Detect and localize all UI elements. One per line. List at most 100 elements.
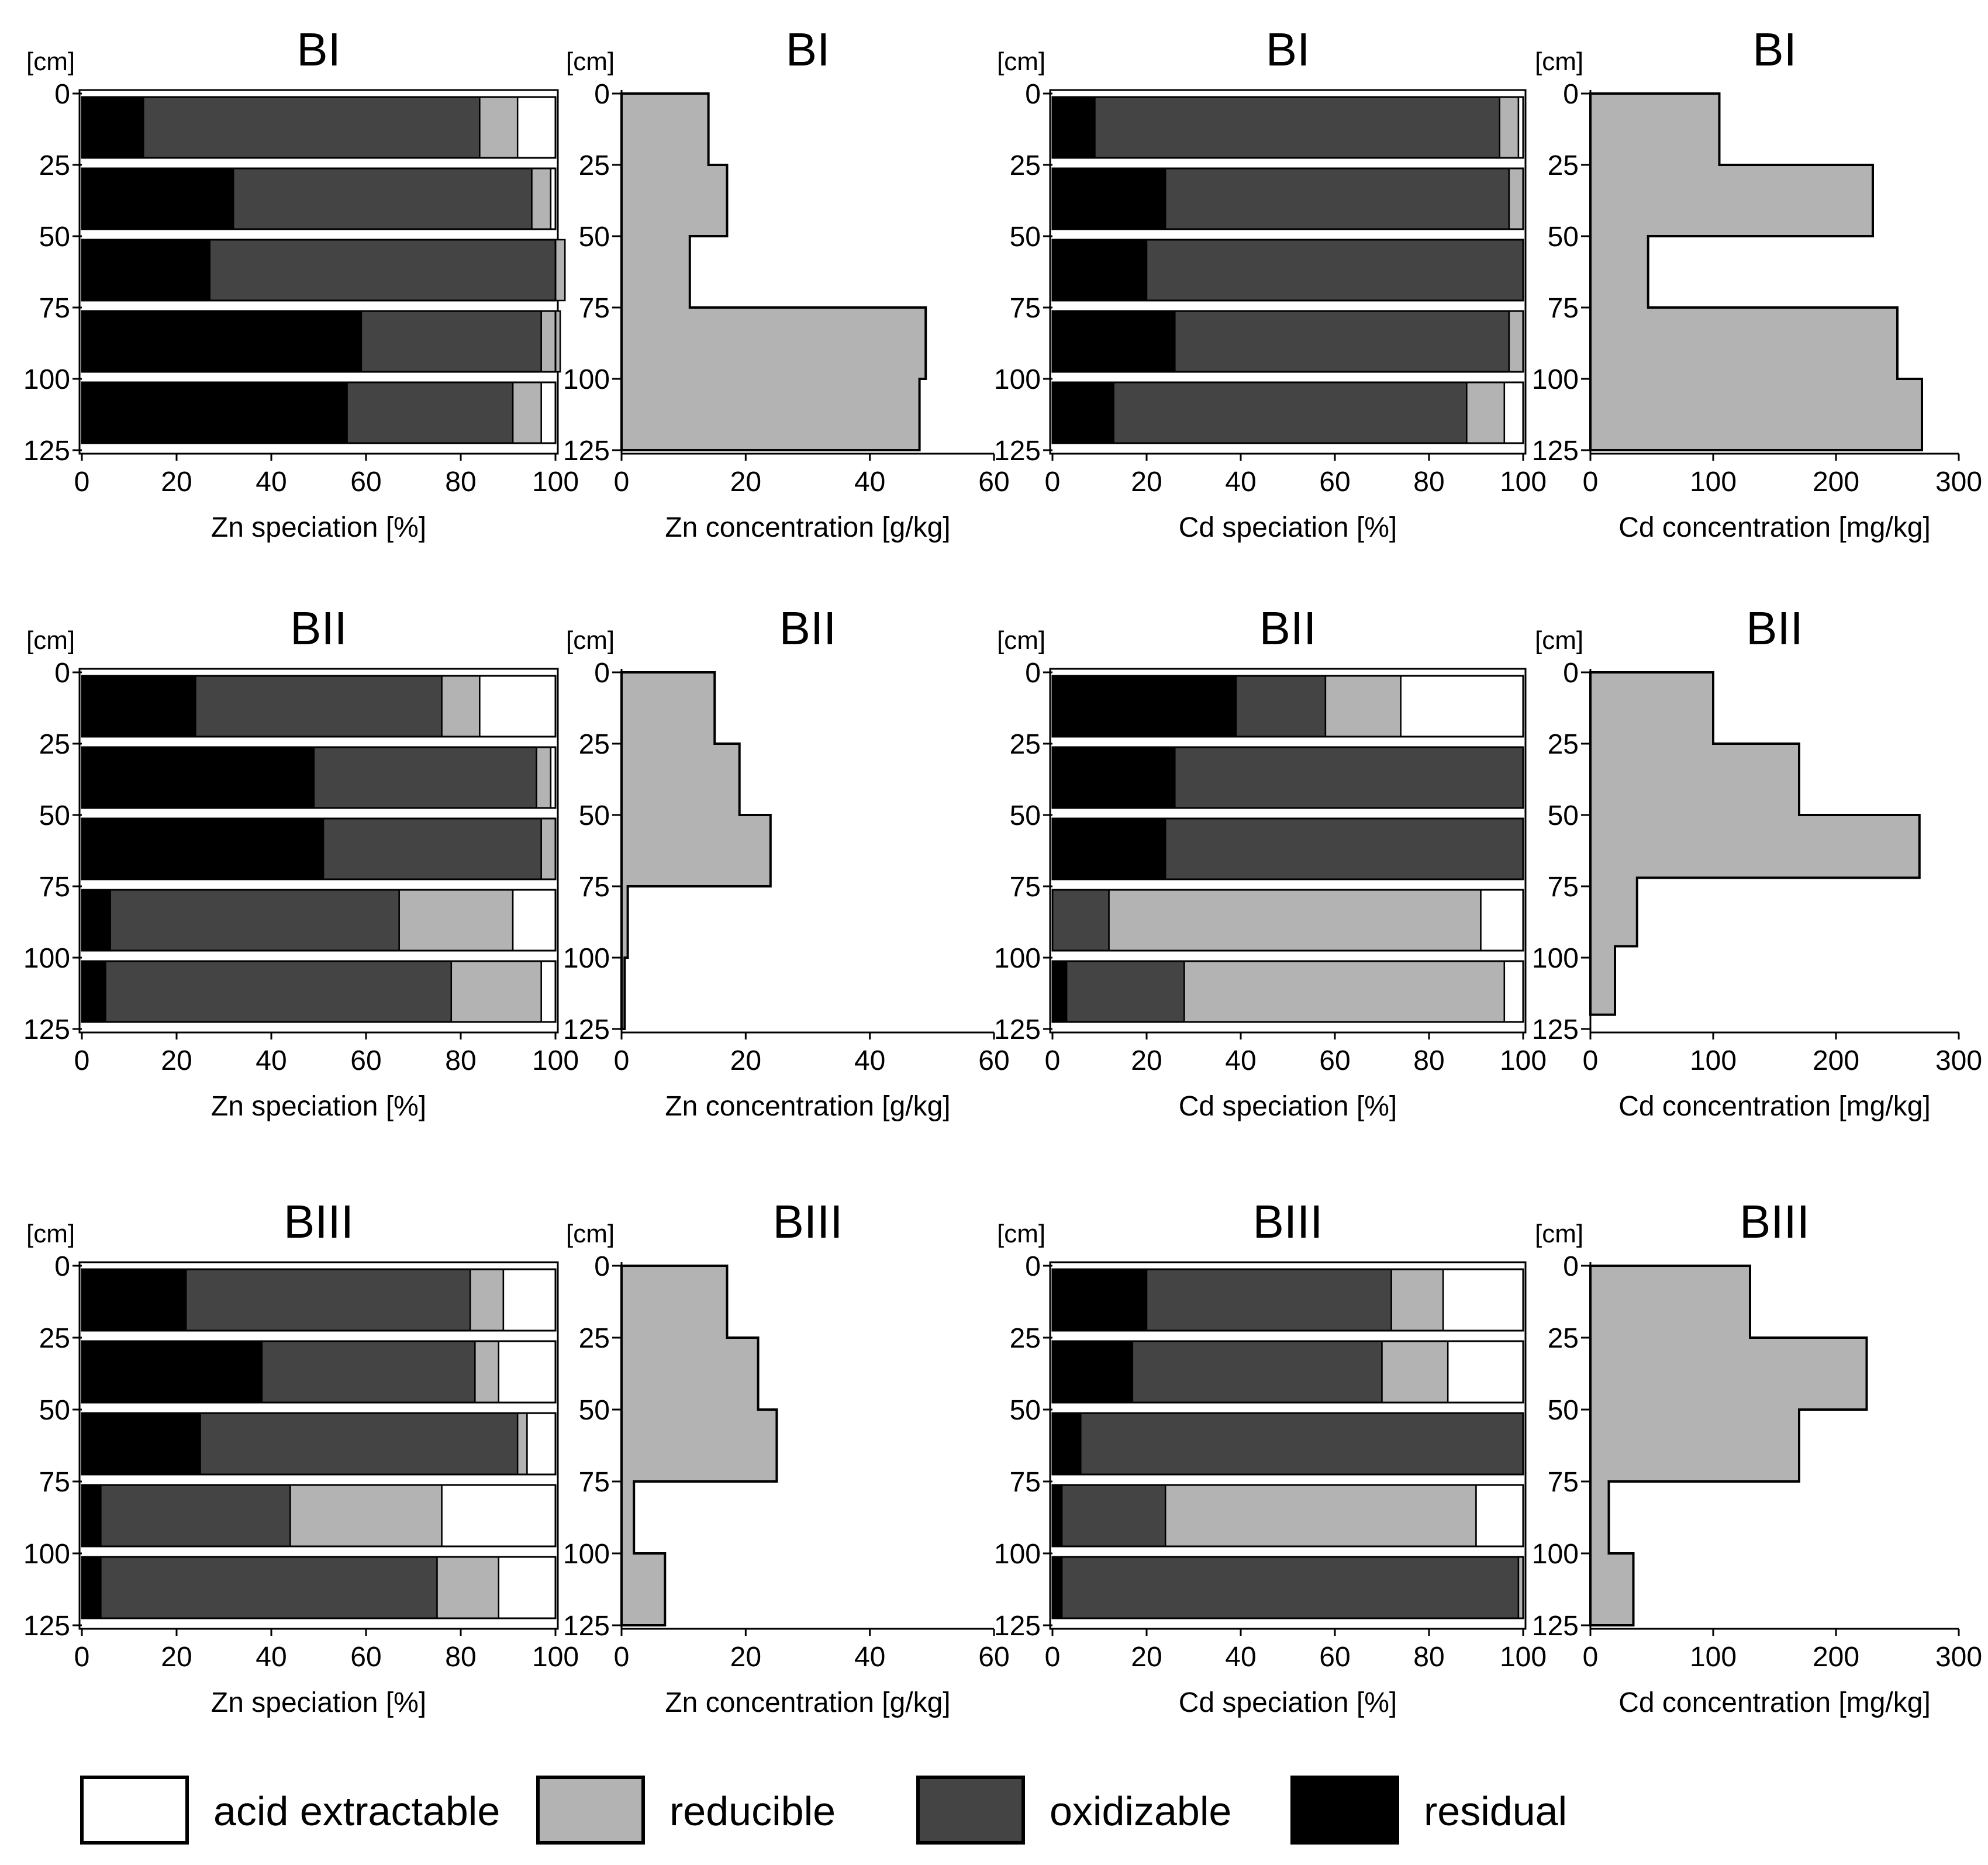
bar-oxidizable-2: [313, 746, 537, 809]
x-tick-label: 40: [256, 1045, 287, 1076]
bar-residual-4: [81, 310, 363, 373]
concentration-profile: [620, 1265, 778, 1626]
bar-outline: [81, 1556, 557, 1619]
bar-oxidizable-5: [346, 381, 514, 444]
y-tick-label: 75: [1548, 293, 1579, 324]
bar-reducible-5: [436, 1556, 500, 1619]
x-tick-label: 40: [1225, 1642, 1256, 1673]
y-tick-label: 100: [994, 364, 1041, 395]
bar-residual-5: [81, 1556, 102, 1619]
bar-acid-extractable-1: [1400, 675, 1524, 738]
bar-residual-1: [1051, 675, 1237, 738]
y-tick-label: 100: [23, 364, 70, 395]
bar-reducible-2: [474, 1340, 500, 1404]
y-tick-label: 100: [563, 364, 610, 395]
bar-oxidizable-3: [1145, 239, 1524, 302]
y-tick-label: 75: [39, 293, 70, 324]
y-tick-label: 125: [994, 1611, 1041, 1642]
x-tick-label: 0: [1045, 1642, 1061, 1673]
bar-outline: [81, 310, 557, 373]
bar-reducible-5: [512, 381, 542, 444]
depth-unit-label: [cm]: [566, 1220, 615, 1248]
bar-acid-extractable-5: [498, 1556, 557, 1619]
x-tick-label: 20: [161, 1642, 192, 1673]
x-tick-label: 0: [1583, 1642, 1599, 1673]
bar-residual-5: [81, 960, 106, 1023]
y-tick-label: 125: [1532, 1014, 1579, 1045]
x-axis-label: Zn speciation [%]: [211, 1091, 426, 1122]
bar-outline: [81, 167, 557, 230]
x-tick-label: 60: [1319, 1642, 1350, 1673]
bar-outline: [1051, 381, 1524, 444]
legend-label: reducible: [669, 1788, 836, 1834]
y-tick-label: 125: [23, 1014, 70, 1045]
bar-outline: [81, 96, 557, 159]
x-tick-label: 20: [1131, 1045, 1162, 1076]
x-tick-label: 80: [445, 467, 476, 498]
bar-residual-5: [1051, 381, 1114, 444]
y-tick-label: 100: [1532, 1539, 1579, 1570]
bar-reducible-1: [1390, 1268, 1444, 1332]
y-tick-label: 50: [1548, 800, 1579, 831]
bar-outline: [81, 817, 557, 880]
panel-9: BIII [cm] 0 20 40 60 80 100 Zn speciation [%] 0 25…: [23, 1196, 579, 1718]
bar-oxidizable-4: [109, 889, 400, 952]
x-axis-label: Zn speciation [%]: [211, 512, 426, 543]
x-tick-label: 60: [978, 1045, 1009, 1076]
panel-10: BIII [cm] 0 20 40 60 Zn concentration [g/kg] 0 2…: [563, 1196, 1010, 1718]
x-tick-label: 100: [532, 467, 579, 498]
bar-acid-extractable-5: [540, 960, 557, 1023]
x-tick-label: 60: [1319, 467, 1350, 498]
y-tick-label: 0: [594, 79, 610, 110]
bar-residual-3: [81, 1412, 201, 1476]
bar-reducible-2: [1381, 1340, 1449, 1404]
x-tick-label: 40: [256, 1642, 287, 1673]
bar-reducible-3: [540, 817, 557, 880]
chart-title: BIII: [1740, 1196, 1810, 1248]
bar-residual-1: [1051, 96, 1096, 159]
bar-outline: [1051, 1340, 1524, 1404]
bar-acid-extractable-2: [498, 1340, 557, 1404]
bar-reducible-3: [554, 239, 566, 302]
bar-outline: [81, 381, 557, 444]
y-tick-label: 75: [579, 1467, 610, 1498]
concentration-profile: [620, 671, 772, 1030]
bar-oxidizable-1: [195, 675, 443, 738]
bar-residual-3: [1051, 239, 1148, 302]
legend-item-acid: acid extractable: [80, 1776, 500, 1845]
panel-5: BII [cm] 0 20 40 60 80 100 Zn speciation [%] 0 25 5…: [23, 602, 579, 1122]
bar-reducible-1: [469, 1268, 505, 1332]
x-tick-label: 0: [74, 467, 90, 498]
legend-swatch: [80, 1776, 189, 1845]
depth-unit-label: [cm]: [1535, 1220, 1583, 1248]
bar-oxidizable-5: [1065, 960, 1185, 1023]
chart-title: BII: [1259, 602, 1317, 654]
y-tick-label: 75: [1010, 1467, 1041, 1498]
bar-outline: [1051, 167, 1524, 230]
x-axis-label: Cd speciation [%]: [1179, 1091, 1397, 1122]
depth-unit-label: [cm]: [1535, 626, 1583, 655]
y-tick-label: 25: [39, 150, 70, 181]
bar-reducible-4: [540, 310, 561, 373]
bar-residual-5: [1051, 1556, 1063, 1619]
x-tick-label: 80: [445, 1045, 476, 1076]
y-tick-label: 75: [579, 872, 610, 903]
bar-residual-2: [1051, 746, 1176, 809]
bar-acid-extractable-1: [1442, 1268, 1524, 1332]
bar-residual-1: [1051, 1268, 1148, 1332]
bar-reducible-4: [289, 1484, 443, 1548]
y-tick-label: 75: [1010, 293, 1041, 324]
bar-reducible-4: [1108, 889, 1482, 952]
y-tick-label: 50: [579, 800, 610, 831]
x-tick-label: 300: [1935, 1045, 1982, 1076]
bar-outline: [1051, 746, 1524, 809]
bar-residual-3: [1051, 1412, 1082, 1476]
bar-oxidizable-5: [100, 1556, 438, 1619]
bar-reducible-5: [450, 960, 542, 1023]
bar-outline: [1051, 960, 1524, 1023]
bar-oxidizable-4: [360, 310, 542, 373]
panel-2: BI [cm] 0 20 40 60 Zn concentration [g/kg] 0 25 5…: [563, 23, 1010, 543]
depth-unit-label: [cm]: [997, 626, 1045, 655]
